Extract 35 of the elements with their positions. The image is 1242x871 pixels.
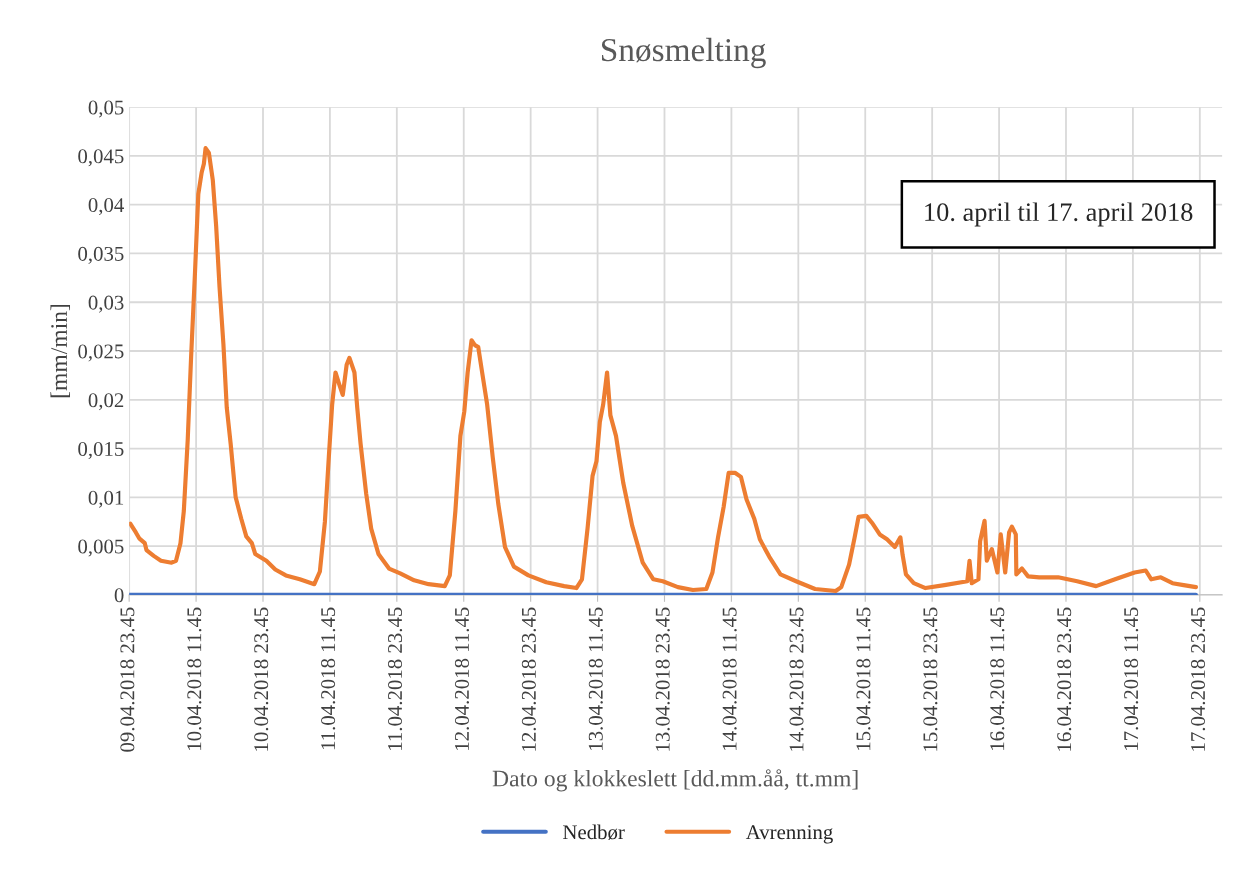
y-tick-label: 0,01	[88, 490, 124, 508]
y-tick-label: 0,04	[88, 198, 124, 216]
x-tick-label: 14.04.2018 11.45	[722, 607, 737, 750]
annotation: 10. april til 17. april 2018	[925, 202, 1193, 227]
x-tick-label: 12.04.2018 23.45	[521, 607, 536, 751]
x-tick-label: 12.04.2018 11.45	[454, 607, 470, 750]
x-axis-title: Dato og klokkeslett [dd.mm.åå, tt.mm]	[492, 769, 858, 792]
x-tick-label: 16.04.2018 23.45	[1057, 607, 1072, 751]
y-tick-label: 0,015	[78, 441, 124, 459]
x-tick-label: 17.04.2018 11.45	[1124, 607, 1139, 750]
x-tick-label: 10.04.2018 23.45	[254, 607, 269, 751]
x-tick-label: 15.04.2018 23.45	[923, 607, 938, 751]
chart-title: Snøsmelting	[601, 37, 766, 69]
y-tick-label: 0	[114, 588, 124, 603]
x-tick-label: 09.04.2018 23.45	[120, 607, 135, 752]
x-tick-label: 13.04.2018 23.45	[655, 607, 670, 751]
x-tick-label: 15.04.2018 11.45	[856, 607, 871, 750]
y-tick-label: 0,05	[88, 100, 124, 118]
x-tick-label: 14.04.2018 23.45	[789, 607, 804, 751]
line-series	[129, 146, 1199, 594]
y-tick-label: 0,025	[78, 344, 124, 362]
x-tick-label: 16.04.2018 11.45	[990, 607, 1005, 750]
x-tick-label: 13.04.2018 11.45	[588, 607, 603, 750]
x-tick-label: 10.04.2018 11.45	[187, 607, 202, 750]
y-tick-label: 0,03	[88, 295, 124, 313]
legend-label: Avrenning	[745, 825, 833, 844]
x-tick-label: 11.04.2018 11.45	[321, 607, 336, 750]
y-tick-label: 0,005	[78, 539, 124, 557]
y-tick-label: 0,035	[78, 246, 124, 264]
y-tick-label: 0,045	[78, 149, 124, 167]
x-tick-label: 17.04.2018 23.45	[1190, 607, 1206, 751]
legend-label: Nedbør	[563, 824, 625, 840]
y-axis-title: [mm/min]	[50, 304, 71, 398]
x-tick-label: 11.04.2018 23.45	[387, 607, 403, 750]
y-tick-label: 0,02	[88, 393, 124, 411]
